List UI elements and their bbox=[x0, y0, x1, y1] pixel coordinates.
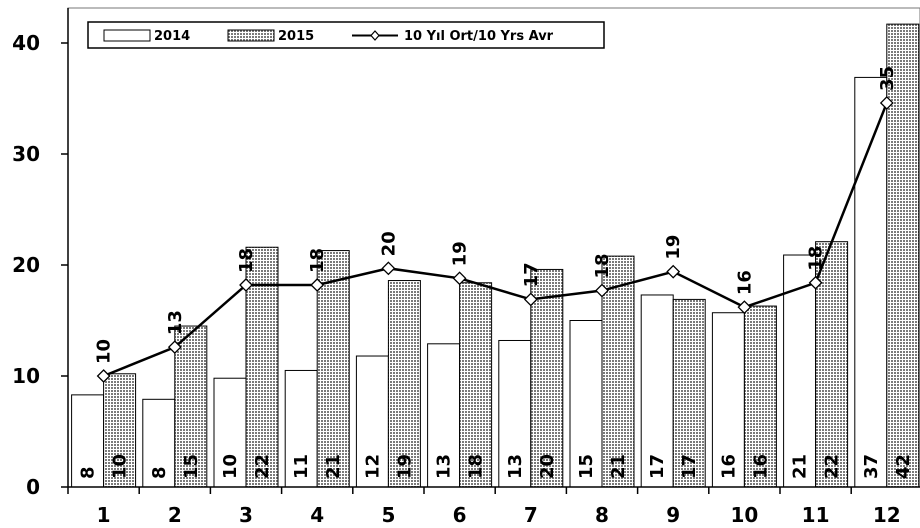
x-tick-12: 12 bbox=[873, 503, 901, 527]
label-2014-1: 8 bbox=[78, 466, 99, 479]
x-tick-1: 1 bbox=[97, 503, 111, 527]
avg-label-12: 35 bbox=[877, 66, 898, 91]
label-2015-10: 16 bbox=[750, 454, 771, 479]
label-2015-1: 10 bbox=[110, 454, 131, 479]
avg-label-1: 10 bbox=[94, 339, 115, 364]
bar-2014-10 bbox=[711, 312, 745, 488]
avg-label-10: 16 bbox=[734, 270, 755, 295]
legend-box bbox=[87, 21, 605, 49]
bars-layer bbox=[71, 23, 920, 488]
bar-2015-6 bbox=[459, 282, 493, 488]
bar-2014-5 bbox=[355, 355, 389, 488]
avg-label-11: 18 bbox=[806, 246, 827, 271]
avg-marker-1 bbox=[96, 369, 111, 383]
avg-label-8: 18 bbox=[592, 253, 613, 278]
bar-2015-2 bbox=[174, 325, 208, 488]
label-2015-2: 15 bbox=[181, 454, 202, 479]
x-tick-10: 10 bbox=[730, 503, 758, 527]
label-2015-4: 21 bbox=[323, 454, 344, 479]
avg-label-9: 19 bbox=[663, 235, 684, 260]
label-2014-8: 15 bbox=[576, 454, 597, 479]
bar-2014-2 bbox=[142, 398, 176, 488]
legend-swatch-2015 bbox=[227, 29, 275, 42]
x-tick-11: 11 bbox=[802, 503, 830, 527]
label-2014-12: 37 bbox=[861, 454, 882, 479]
label-2014-2: 8 bbox=[149, 466, 170, 479]
bar-2014-12 bbox=[854, 76, 888, 488]
label-2015-8: 21 bbox=[608, 454, 629, 479]
label-2015-7: 20 bbox=[537, 454, 558, 479]
bar-2015-4 bbox=[316, 250, 350, 488]
label-2014-4: 11 bbox=[291, 454, 312, 479]
avg-marker-9 bbox=[666, 264, 681, 279]
y-tick-30: 30 bbox=[12, 142, 40, 166]
bar-2015-7 bbox=[530, 268, 564, 488]
avg-label-5: 20 bbox=[378, 231, 399, 256]
line-layer bbox=[96, 96, 894, 383]
bar-2015-12 bbox=[886, 23, 920, 488]
x-tick-7: 7 bbox=[524, 503, 538, 527]
legend-swatch-2014 bbox=[103, 29, 151, 42]
x-tick-4: 4 bbox=[310, 503, 324, 527]
avg-label-7: 17 bbox=[521, 262, 542, 287]
x-tick-5: 5 bbox=[381, 503, 395, 527]
label-2014-5: 12 bbox=[362, 454, 383, 479]
bar-2015-8 bbox=[601, 255, 635, 488]
label-2014-9: 17 bbox=[647, 454, 668, 479]
avg-marker-3 bbox=[239, 278, 253, 292]
avg-label-3: 18 bbox=[236, 248, 257, 273]
label-2014-11: 21 bbox=[790, 454, 811, 479]
label-2014-3: 10 bbox=[220, 454, 241, 479]
bar-2014-1 bbox=[71, 394, 105, 488]
bar-2015-9 bbox=[672, 298, 706, 488]
avg-label-4: 18 bbox=[307, 248, 328, 273]
avg-marker-10 bbox=[737, 300, 752, 315]
legend-label-2015: 2015 bbox=[278, 29, 314, 44]
y-tick-20: 20 bbox=[12, 253, 40, 277]
avg-marker-7 bbox=[523, 292, 538, 307]
legend-label-avg: 10 Yıl Ort/10 Yrs Avr bbox=[404, 29, 554, 44]
plot-area bbox=[67, 7, 920, 488]
x-tick-3: 3 bbox=[239, 503, 253, 527]
label-2015-11: 22 bbox=[822, 454, 843, 479]
avg-marker-2 bbox=[167, 340, 182, 355]
avg-label-6: 19 bbox=[450, 241, 471, 266]
label-2014-7: 13 bbox=[505, 454, 526, 479]
avg-label-2: 13 bbox=[165, 310, 186, 335]
label-2014-6: 13 bbox=[434, 454, 455, 479]
avg-marker-4 bbox=[310, 278, 325, 292]
x-tick-8: 8 bbox=[595, 503, 609, 527]
bar-2014-6 bbox=[427, 343, 461, 488]
bar-2015-5 bbox=[387, 280, 421, 488]
y-tick-10: 10 bbox=[12, 364, 40, 388]
x-tick-2: 2 bbox=[168, 503, 182, 527]
y-tick-40: 40 bbox=[12, 31, 40, 55]
avg-line bbox=[103, 102, 888, 378]
label-2015-5: 19 bbox=[394, 454, 415, 479]
avg-marker-8 bbox=[595, 283, 609, 298]
label-2015-12: 42 bbox=[893, 454, 914, 479]
bar-2014-11 bbox=[783, 254, 817, 488]
avg-marker-11 bbox=[808, 275, 823, 290]
avg-marker-6 bbox=[452, 271, 467, 286]
x-tick-9: 9 bbox=[666, 503, 680, 527]
legend-swatch-marker bbox=[370, 30, 380, 41]
y-tick-0: 0 bbox=[26, 475, 40, 499]
avg-marker-5 bbox=[381, 261, 396, 276]
avg-marker-12 bbox=[879, 96, 894, 110]
bar-2015-10 bbox=[743, 305, 777, 488]
label-2014-10: 16 bbox=[718, 454, 739, 479]
bar-2015-3 bbox=[245, 246, 279, 488]
legend-label-2014: 2014 bbox=[154, 29, 190, 44]
legend: 2014 2015 10 Yıl Ort/10 Yrs Avr bbox=[87, 21, 605, 49]
label-2015-9: 17 bbox=[679, 454, 700, 479]
bar-2015-11 bbox=[815, 241, 849, 488]
labels-layer: 8 10 8 15 10 22 11 21 12 19 13 18 13 20 15 21 17 17 16 16 21… bbox=[78, 66, 914, 479]
label-2015-3: 22 bbox=[252, 454, 273, 479]
label-2015-6: 18 bbox=[466, 454, 487, 479]
x-tick-6: 6 bbox=[453, 503, 467, 527]
